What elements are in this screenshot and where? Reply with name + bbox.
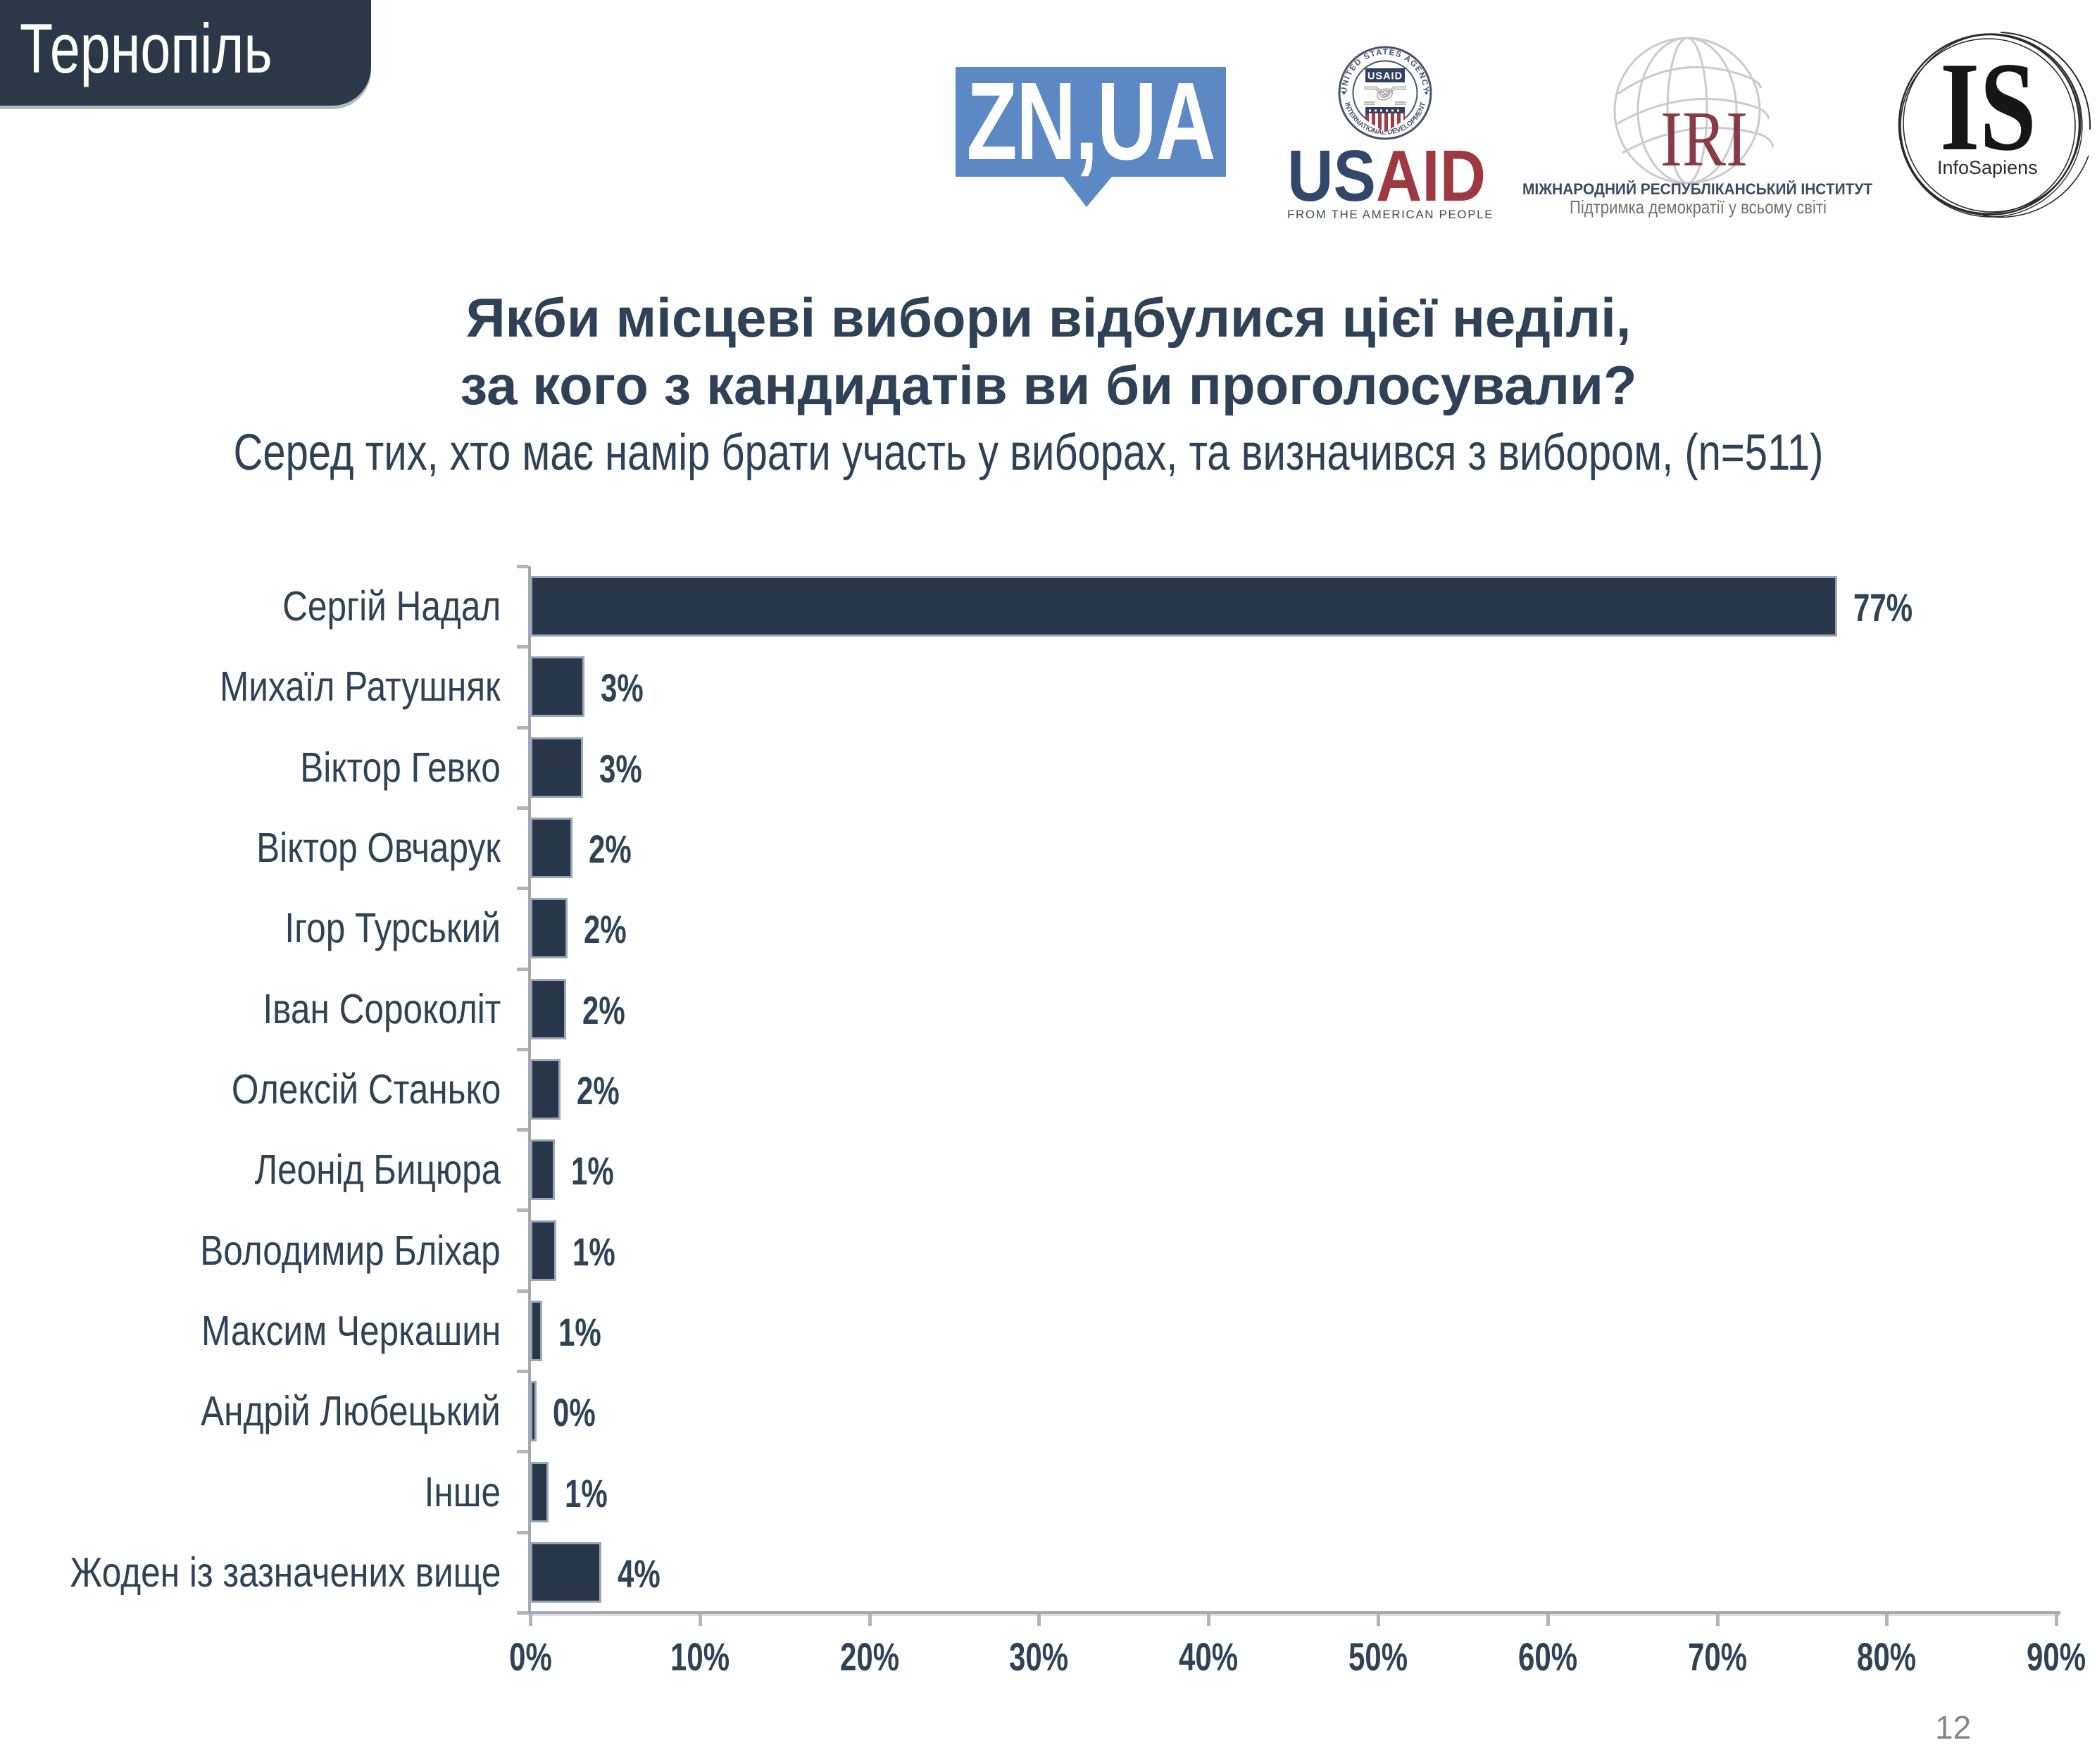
svg-text:USAID: USAID <box>1367 71 1403 82</box>
